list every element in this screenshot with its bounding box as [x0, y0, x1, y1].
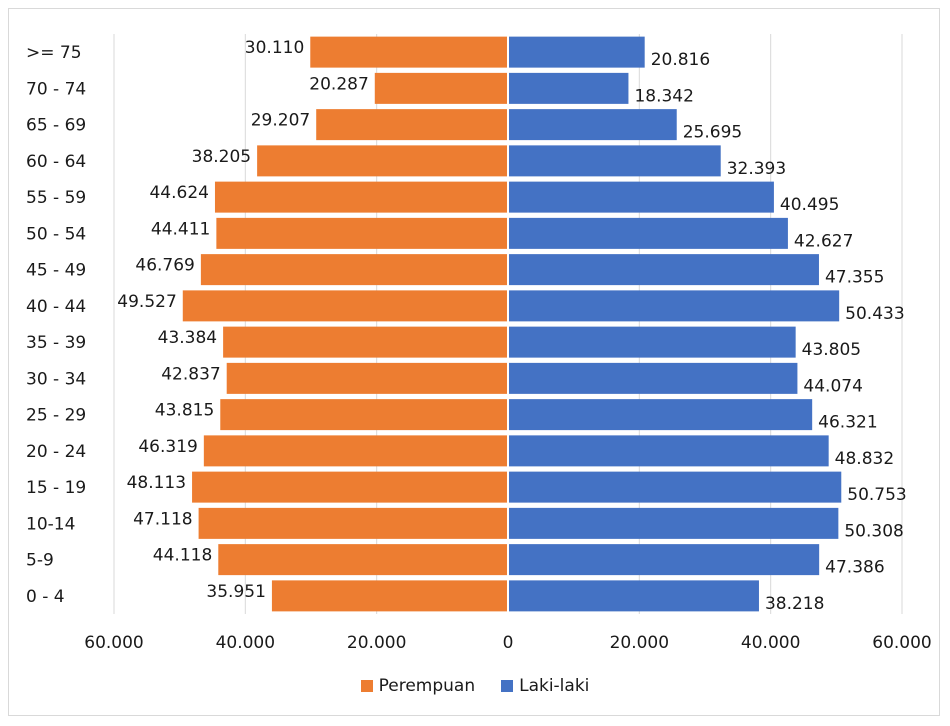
x-tick-label-3: 0: [503, 633, 514, 653]
data-label-laki-laki-4: 40.495: [780, 195, 839, 215]
bar-laki-laki-3: [509, 145, 721, 177]
bar-perempuan-11: [203, 435, 507, 467]
bar-laki-laki-11: [509, 435, 829, 467]
legend-label-laki-laki: Laki-laki: [519, 676, 590, 696]
category-label-10: 25 - 29: [26, 406, 86, 426]
bar-perempuan-9: [226, 362, 507, 394]
data-label-perempuan-1: 20.287: [309, 74, 368, 94]
category-label-14: 5-9: [26, 551, 54, 571]
data-label-laki-laki-2: 25.695: [683, 123, 742, 143]
data-label-perempuan-7: 49.527: [117, 292, 176, 312]
bar-perempuan-6: [200, 254, 508, 286]
bar-laki-laki-8: [509, 326, 796, 358]
category-label-11: 20 - 24: [26, 442, 86, 462]
x-tick-label-2: 20.000: [347, 633, 406, 653]
category-label-8: 35 - 39: [26, 333, 86, 353]
category-label-12: 15 - 19: [26, 478, 86, 498]
legend-swatch-laki-laki: [501, 680, 514, 692]
bar-perempuan-5: [216, 217, 507, 249]
data-label-laki-laki-7: 50.433: [845, 304, 904, 324]
bar-perempuan-2: [316, 109, 507, 141]
data-label-perempuan-14: 44.118: [153, 546, 212, 566]
bar-laki-laki-15: [509, 580, 759, 612]
bar-laki-laki-1: [509, 72, 629, 104]
legend-item-laki-laki: Laki-laki: [501, 676, 589, 696]
category-label-1: 70 - 74: [26, 79, 86, 99]
data-label-laki-laki-10: 46.321: [818, 413, 877, 433]
bar-perempuan-7: [182, 290, 507, 322]
bar-laki-laki-6: [509, 254, 819, 286]
data-label-perempuan-5: 44.411: [151, 219, 210, 239]
bar-perempuan-14: [218, 544, 507, 576]
data-label-laki-laki-5: 42.627: [794, 231, 853, 251]
bar-perempuan-8: [223, 326, 507, 358]
data-label-perempuan-3: 38.205: [192, 147, 251, 167]
bar-perempuan-10: [220, 399, 507, 431]
legend-label-perempuan: Perempuan: [378, 676, 476, 696]
category-label-7: 40 - 44: [26, 297, 86, 317]
category-label-9: 30 - 34: [26, 369, 86, 389]
bar-laki-laki-14: [509, 544, 820, 576]
data-label-laki-laki-14: 47.386: [825, 558, 884, 578]
data-label-laki-laki-0: 20.816: [651, 50, 710, 70]
category-label-4: 55 - 59: [26, 188, 86, 208]
x-tick-label-4: 20.000: [610, 633, 669, 653]
data-label-laki-laki-12: 50.753: [847, 485, 906, 505]
data-label-perempuan-11: 46.319: [138, 437, 197, 457]
category-label-15: 0 - 4: [26, 587, 65, 607]
bar-laki-laki-4: [509, 181, 774, 213]
bar-perempuan-13: [198, 507, 507, 539]
x-tick-label-1: 40.000: [216, 633, 275, 653]
data-label-perempuan-12: 48.113: [127, 473, 186, 493]
data-label-perempuan-15: 35.951: [206, 582, 265, 602]
data-label-perempuan-8: 43.384: [158, 328, 217, 348]
x-tick-label-0: 60.000: [84, 633, 143, 653]
data-label-perempuan-9: 42.837: [161, 364, 220, 384]
data-label-laki-laki-15: 38.218: [765, 594, 824, 614]
bar-perempuan-1: [374, 72, 507, 104]
legend-item-perempuan: Perempuan: [360, 676, 476, 696]
data-label-laki-laki-9: 44.074: [803, 376, 862, 396]
category-label-0: >= 75: [26, 43, 82, 63]
legend-swatch-perempuan: [360, 680, 373, 692]
bar-perempuan-4: [214, 181, 508, 213]
category-label-3: 60 - 64: [26, 152, 86, 172]
data-label-perempuan-10: 43.815: [155, 401, 214, 421]
category-label-2: 65 - 69: [26, 116, 86, 136]
bar-laki-laki-7: [509, 290, 840, 322]
x-tick-label-5: 40.000: [741, 633, 800, 653]
data-label-laki-laki-3: 32.393: [727, 159, 786, 179]
legend: Perempuan Laki-laki: [0, 676, 950, 696]
category-label-5: 50 - 54: [26, 224, 86, 244]
data-label-perempuan-2: 29.207: [251, 111, 310, 131]
bar-perempuan-12: [192, 471, 507, 503]
bar-laki-laki-9: [509, 362, 798, 394]
bar-perempuan-3: [257, 145, 507, 177]
bar-laki-laki-10: [509, 399, 813, 431]
data-label-laki-laki-13: 50.308: [844, 521, 903, 541]
data-label-laki-laki-11: 48.832: [835, 449, 894, 469]
data-label-laki-laki-1: 18.342: [634, 86, 693, 106]
bar-laki-laki-0: [509, 36, 645, 68]
data-label-perempuan-13: 47.118: [133, 509, 192, 529]
category-label-6: 45 - 49: [26, 261, 86, 281]
data-label-laki-laki-6: 47.355: [825, 268, 884, 288]
bar-laki-laki-2: [509, 109, 677, 141]
bar-laki-laki-5: [509, 217, 788, 249]
bar-laki-laki-13: [509, 507, 839, 539]
bar-laki-laki-12: [509, 471, 842, 503]
data-label-perempuan-4: 44.624: [149, 183, 208, 203]
category-label-13: 10-14: [26, 514, 75, 534]
bar-perempuan-0: [310, 36, 507, 68]
x-tick-label-6: 60.000: [872, 633, 931, 653]
data-label-perempuan-6: 46.769: [135, 256, 194, 276]
bar-perempuan-15: [271, 580, 507, 612]
data-label-laki-laki-8: 43.805: [802, 340, 861, 360]
data-label-perempuan-0: 30.110: [245, 38, 304, 58]
